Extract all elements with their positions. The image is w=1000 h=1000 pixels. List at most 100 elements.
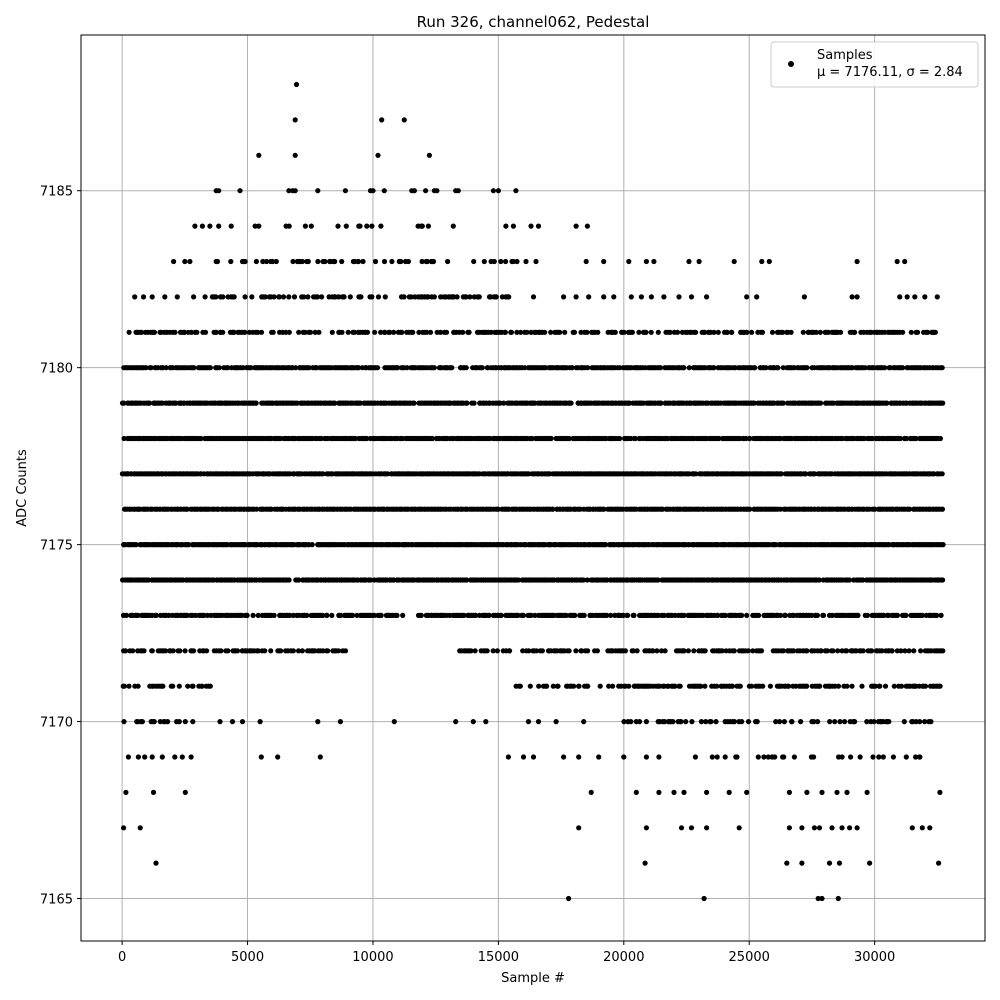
data-point: [834, 329, 840, 335]
data-point: [507, 648, 513, 654]
data-point: [182, 719, 188, 725]
data-point: [834, 789, 840, 796]
data-point: [550, 683, 556, 689]
data-point: [777, 719, 783, 725]
data-point: [378, 329, 384, 335]
data-point: [341, 294, 347, 300]
data-point: [490, 648, 496, 654]
data-point: [464, 577, 470, 583]
data-point: [286, 294, 292, 300]
data-point: [691, 648, 697, 654]
x-tick-label: 20000: [603, 950, 644, 965]
data-point: [157, 719, 163, 725]
data-point: [922, 719, 928, 725]
data-point: [198, 435, 204, 442]
data-point: [151, 329, 158, 335]
data-point: [904, 435, 910, 442]
data-point: [179, 754, 185, 760]
data-point: [275, 754, 281, 760]
data-point: [677, 683, 683, 689]
data-point: [643, 825, 650, 831]
legend-box: [770, 41, 979, 88]
data-point: [601, 506, 607, 512]
data-point: [576, 754, 582, 760]
data-point: [804, 648, 810, 654]
data-point: [689, 719, 695, 725]
data-point: [761, 754, 767, 760]
data-point: [815, 719, 821, 725]
data-point: [460, 329, 466, 335]
data-point: [889, 648, 895, 654]
data-point: [940, 542, 946, 548]
data-point: [829, 612, 835, 619]
data-point: [231, 329, 237, 335]
data-point: [126, 329, 132, 335]
data-point: [190, 683, 196, 689]
data-point: [555, 683, 561, 689]
data-point: [314, 294, 320, 300]
data-point: [934, 294, 940, 300]
data-point: [826, 683, 833, 689]
data-point: [394, 612, 400, 619]
data-point: [121, 825, 127, 831]
data-point: [780, 329, 786, 335]
data-point: [510, 258, 516, 265]
data-point: [817, 329, 823, 335]
data-point: [369, 223, 375, 229]
data-point: [528, 612, 534, 619]
data-point: [891, 683, 897, 689]
data-point: [182, 329, 188, 335]
data-point: [229, 719, 236, 725]
data-point: [399, 329, 405, 335]
data-point: [881, 612, 887, 619]
data-point: [400, 612, 406, 619]
data-point: [463, 294, 469, 300]
x-tick-label: 30000: [854, 950, 895, 965]
data-point: [121, 400, 127, 406]
data-point: [237, 188, 243, 194]
data-point: [901, 719, 907, 725]
data-point: [622, 648, 629, 654]
data-point: [581, 719, 587, 725]
data-point: [798, 719, 804, 725]
data-point: [759, 329, 766, 335]
data-point: [902, 258, 908, 265]
data-point: [514, 329, 520, 335]
data-point: [780, 365, 786, 371]
data-point: [758, 648, 765, 654]
data-point: [445, 258, 451, 265]
data-point: [231, 294, 237, 300]
data-point: [425, 223, 431, 229]
data-point: [683, 719, 689, 725]
data-point: [293, 81, 300, 88]
data-point: [270, 329, 276, 335]
data-point: [913, 435, 919, 442]
data-point: [335, 648, 342, 654]
data-point: [335, 223, 341, 229]
data-point: [466, 329, 472, 335]
data-point: [572, 612, 578, 619]
data-point: [612, 329, 618, 335]
data-point: [573, 648, 579, 654]
data-point: [824, 648, 831, 654]
data-point: [488, 329, 494, 335]
data-point: [791, 754, 798, 760]
data-point: [305, 258, 311, 265]
data-point: [596, 754, 602, 760]
data-point: [922, 294, 928, 300]
data-point: [760, 683, 766, 689]
data-point: [497, 400, 503, 406]
data-point: [437, 329, 444, 335]
data-point: [276, 294, 282, 300]
data-point: [844, 789, 850, 796]
data-point: [305, 294, 311, 300]
data-point: [199, 223, 205, 229]
data-point: [871, 719, 877, 725]
data-point: [756, 612, 762, 619]
data-point: [121, 435, 127, 442]
data-point: [809, 612, 815, 619]
data-point: [563, 612, 569, 619]
data-point: [670, 719, 676, 725]
data-point: [585, 683, 591, 689]
data-point: [936, 860, 942, 866]
